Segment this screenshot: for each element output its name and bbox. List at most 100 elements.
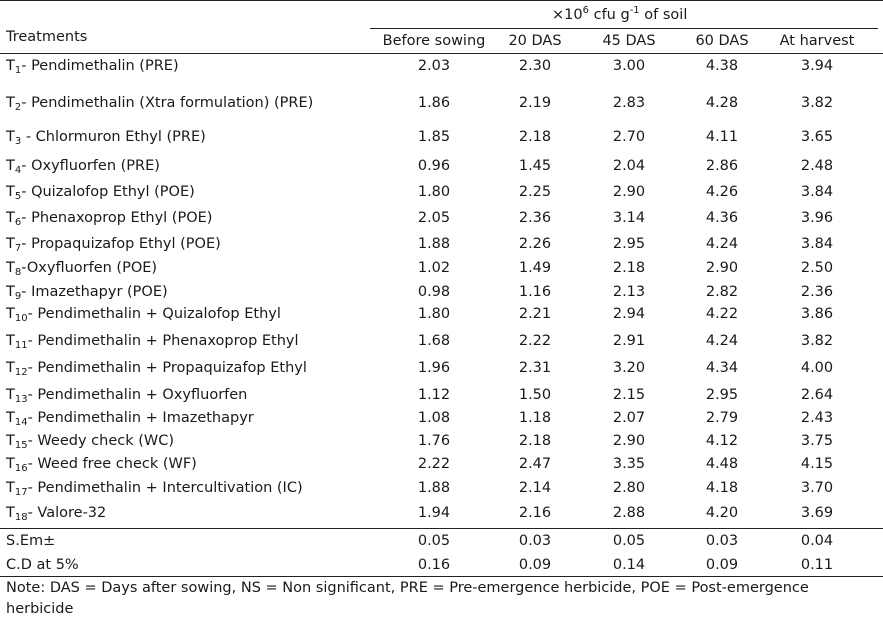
table-cell: 2.82 [705, 284, 739, 300]
table-cell: 2.80 [612, 480, 646, 496]
table-cell: 2.18 [518, 129, 552, 145]
table-cell: 1.88 [417, 236, 451, 252]
table-cell: 4.20 [705, 505, 739, 521]
column-header: At harvest [779, 33, 855, 49]
stat-cell: 0.05 [417, 533, 451, 549]
table-note: Note: DAS = Days after sowing, NS = Non … [6, 580, 809, 617]
table-cell: 4.24 [705, 236, 739, 252]
table-cell: 3.14 [612, 210, 646, 226]
top-rule [0, 0, 883, 1]
table-cell: 2.95 [612, 236, 646, 252]
treatment-label: T18- Valore-32 [6, 505, 107, 523]
table-cell: 2.36 [800, 284, 834, 300]
table-cell: 3.70 [800, 480, 834, 496]
table-cell: 2.04 [612, 158, 646, 174]
column-header: 20 DAS [508, 33, 562, 49]
table-cell: 1.76 [417, 433, 451, 449]
table-cell: 3.35 [612, 456, 646, 472]
table-cell: 2.13 [612, 284, 646, 300]
stat-cell: 0.09 [518, 557, 552, 573]
table-cell: 4.48 [705, 456, 739, 472]
table-cell: 3.69 [800, 505, 834, 521]
table-cell: 3.86 [800, 306, 834, 322]
table-cell: 4.12 [705, 433, 739, 449]
table-cell: 2.95 [705, 387, 739, 403]
table-cell: 2.91 [612, 333, 646, 349]
table-cell: 4.28 [705, 95, 739, 111]
stat-cell: 0.04 [800, 533, 834, 549]
table-cell: 2.25 [518, 184, 552, 200]
table-cell: 4.11 [705, 129, 739, 145]
stat-cell: 0.03 [705, 533, 739, 549]
table-cell: 4.15 [800, 456, 834, 472]
table-cell: 2.90 [612, 184, 646, 200]
table-cell: 1.80 [417, 306, 451, 322]
table-cell: 4.34 [705, 360, 739, 376]
table-cell: 4.24 [705, 333, 739, 349]
table-cell: 2.79 [705, 410, 739, 426]
unit-underline [370, 28, 878, 29]
table-cell: 3.84 [800, 236, 834, 252]
treatment-label: T3 - Chlormuron Ethyl (PRE) [6, 129, 206, 147]
column-header: 45 DAS [602, 33, 656, 49]
unit-header: ×106 cfu g-1 of soil [552, 5, 688, 24]
stat-cell: 0.03 [518, 533, 552, 549]
table-cell: 3.00 [612, 58, 646, 74]
table-cell: 2.83 [612, 95, 646, 111]
treatments-header: Treatments [6, 29, 88, 45]
table-cell: 1.50 [518, 387, 552, 403]
table-cell: 3.94 [800, 58, 834, 74]
table-cell: 2.90 [705, 260, 739, 276]
table-cell: 3.82 [800, 95, 834, 111]
table-cell: 3.20 [612, 360, 646, 376]
stat-cell: 0.11 [800, 557, 834, 573]
treatment-label: T6- Phenaxoprop Ethyl (POE) [6, 210, 213, 228]
table-cell: 1.88 [417, 480, 451, 496]
stat-cell: 0.14 [612, 557, 646, 573]
stat-cell: 0.16 [417, 557, 451, 573]
table-cell: 0.96 [417, 158, 451, 174]
stat-cell: 0.05 [612, 533, 646, 549]
table-cell: 1.49 [518, 260, 552, 276]
table-cell: 2.05 [417, 210, 451, 226]
table-cell: 3.65 [800, 129, 834, 145]
table-cell: 2.31 [518, 360, 552, 376]
table-cell: 2.88 [612, 505, 646, 521]
treatment-label: T14- Pendimethalin + Imazethapyr [6, 410, 254, 428]
table-cell: 2.22 [518, 333, 552, 349]
table-cell: 2.30 [518, 58, 552, 74]
table-cell: 1.68 [417, 333, 451, 349]
table-cell: 4.36 [705, 210, 739, 226]
treatment-label: T1- Pendimethalin (PRE) [6, 58, 179, 76]
table-cell: 2.18 [518, 433, 552, 449]
treatment-label: T5- Quizalofop Ethyl (POE) [6, 184, 195, 202]
treatment-label: T2- Pendimethalin (Xtra formulation) (PR… [6, 95, 314, 113]
table-cell: 1.80 [417, 184, 451, 200]
stat-label: C.D at 5% [6, 557, 79, 573]
table-cell: 2.86 [705, 158, 739, 174]
table-cell: 2.70 [612, 129, 646, 145]
table-cell: 1.16 [518, 284, 552, 300]
table-cell: 3.82 [800, 333, 834, 349]
treatment-label: T7- Propaquizafop Ethyl (POE) [6, 236, 221, 254]
table-cell: 4.38 [705, 58, 739, 74]
table-cell: 3.84 [800, 184, 834, 200]
table-cell: 2.16 [518, 505, 552, 521]
table-cell: 4.26 [705, 184, 739, 200]
treatment-label: T15- Weedy check (WC) [6, 433, 174, 451]
column-header: 60 DAS [695, 33, 749, 49]
table-cell: 2.47 [518, 456, 552, 472]
table-cell: 2.64 [800, 387, 834, 403]
table-cell: 4.22 [705, 306, 739, 322]
table-cell: 2.36 [518, 210, 552, 226]
table-cell: 4.18 [705, 480, 739, 496]
table-cell: 2.90 [612, 433, 646, 449]
table-cell: 1.85 [417, 129, 451, 145]
treatment-label: T4- Oxyfluorfen (PRE) [6, 158, 160, 176]
table-cell: 2.07 [612, 410, 646, 426]
stats-rule [0, 528, 883, 529]
treatment-label: T16- Weed free check (WF) [6, 456, 197, 474]
table-cell: 2.43 [800, 410, 834, 426]
table-cell: 1.12 [417, 387, 451, 403]
table-cell: 1.18 [518, 410, 552, 426]
